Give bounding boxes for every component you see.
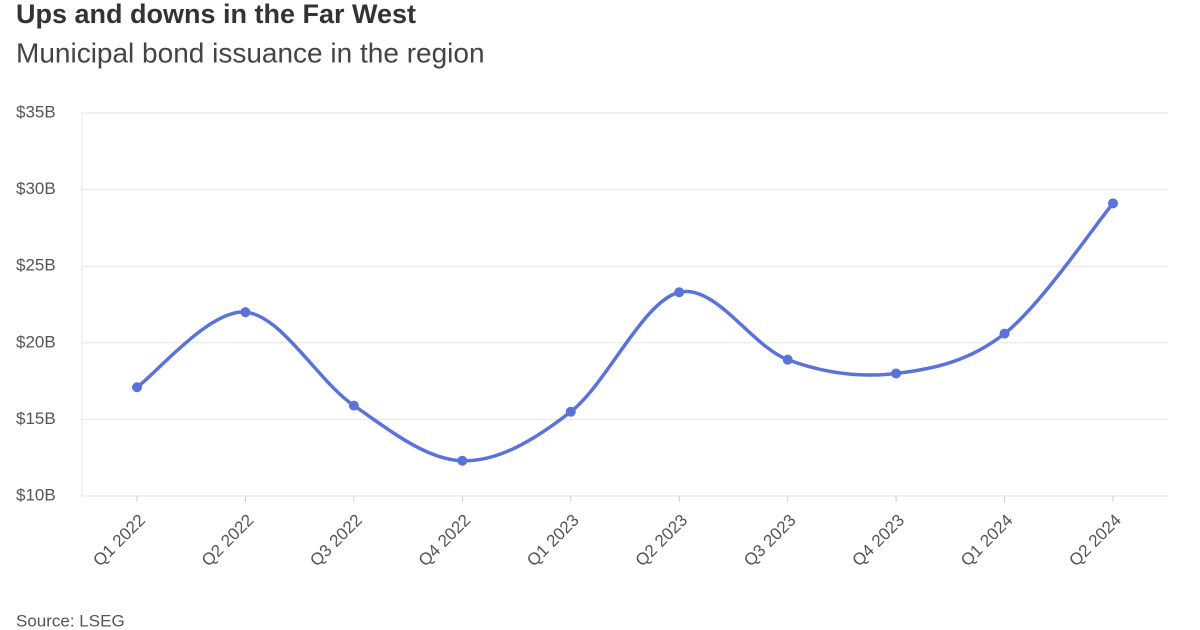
y-tick-label: $30B <box>16 179 56 198</box>
chart-subtitle: Municipal bond issuance in the region <box>16 37 485 68</box>
x-tick-label: Q2 2022 <box>198 511 258 571</box>
data-point <box>132 382 142 393</box>
x-tick-label: Q2 2024 <box>1065 511 1125 571</box>
x-tick-label: Q1 2023 <box>523 511 583 571</box>
y-tick-label: $35B <box>16 102 56 121</box>
data-point <box>240 307 251 318</box>
y-tick-label: $10B <box>16 485 56 504</box>
data-point <box>891 368 902 379</box>
data-point <box>782 354 793 365</box>
data-point <box>565 406 576 417</box>
x-tick-label: Q1 2022 <box>89 511 149 571</box>
x-tick-label: Q4 2022 <box>415 511 475 571</box>
x-tick-label: Q3 2022 <box>306 511 366 571</box>
y-tick-label: $20B <box>16 332 56 351</box>
x-tick-label: Q2 2023 <box>632 511 692 571</box>
data-point <box>999 328 1010 339</box>
source-note: Source: LSEG <box>16 611 125 630</box>
chart-title: Ups and downs in the Far West <box>16 0 416 29</box>
data-point <box>1108 198 1118 209</box>
y-tick-label: $15B <box>16 409 56 428</box>
x-tick-label: Q4 2023 <box>849 511 909 571</box>
data-point <box>348 400 359 411</box>
y-tick-label: $25B <box>16 256 56 275</box>
x-tick-label: Q1 2024 <box>957 511 1017 571</box>
data-point <box>674 287 685 298</box>
x-tick-label: Q3 2023 <box>740 511 800 571</box>
data-point <box>457 455 468 466</box>
data-line <box>135 202 1115 463</box>
